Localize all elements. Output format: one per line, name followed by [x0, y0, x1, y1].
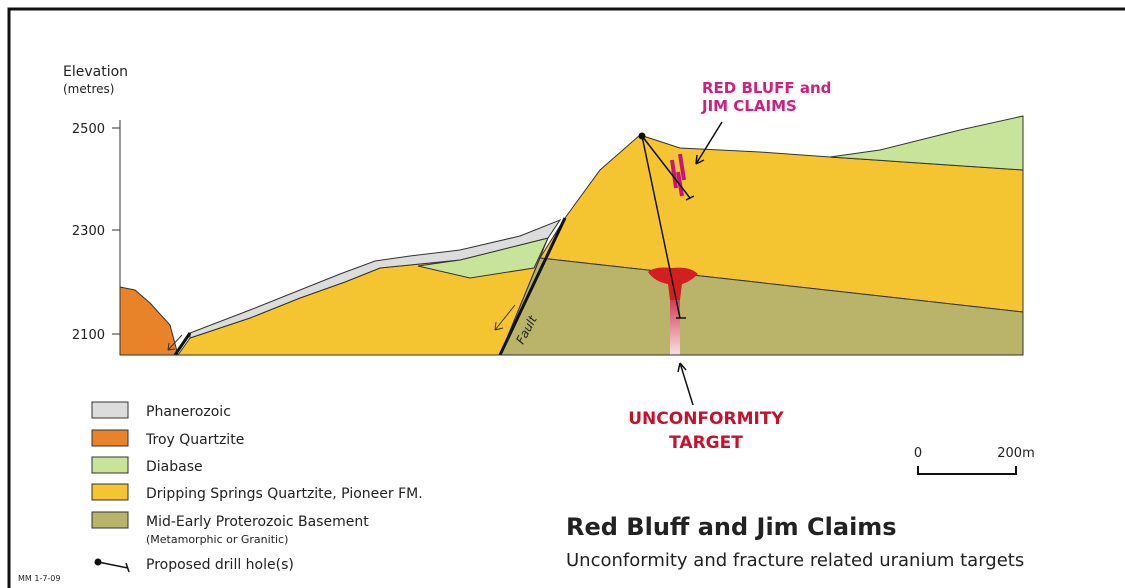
legend-swatch: [92, 402, 128, 418]
legend-label: Troy Quartzite: [145, 432, 244, 448]
tick-label: 2100: [72, 328, 105, 343]
scale-label: 200m: [997, 446, 1034, 461]
drill-collar: [639, 133, 646, 140]
legend-label: Mid-Early Proterozoic Basement: [146, 514, 369, 530]
legend-swatch: [92, 457, 128, 473]
title: Red Bluff and Jim Claims: [566, 513, 897, 541]
claims-label: JIM CLAIMS: [701, 97, 797, 115]
legend-label: Diabase: [146, 459, 203, 475]
legend-label: Phanerozoic: [146, 404, 231, 420]
tick-label: 2500: [72, 122, 105, 137]
subtitle: Unconformity and fracture related uraniu…: [566, 550, 1024, 571]
scale-label: 0: [914, 446, 922, 461]
legend-label: Proposed drill hole(s): [146, 557, 294, 573]
legend-sublabel: (Metamorphic or Granitic): [146, 533, 288, 546]
diagram: Fault Elevation (metres) 2500 2300 2100 …: [0, 0, 1125, 588]
note: MM 1-7-09: [18, 574, 60, 583]
legend-swatch: [92, 430, 128, 446]
legend-swatch: [92, 484, 128, 500]
tick-label: 2300: [72, 224, 105, 239]
axis-title: Elevation: [63, 64, 128, 80]
axis-unit: (metres): [63, 82, 114, 96]
target-label: TARGET: [669, 433, 743, 453]
target-label: UNCONFORMITY: [628, 409, 784, 429]
legend-label: Dripping Springs Quartzite, Pioneer FM.: [146, 486, 423, 502]
claims-label: RED BLUFF and: [702, 79, 831, 97]
legend-swatch: [92, 512, 128, 528]
